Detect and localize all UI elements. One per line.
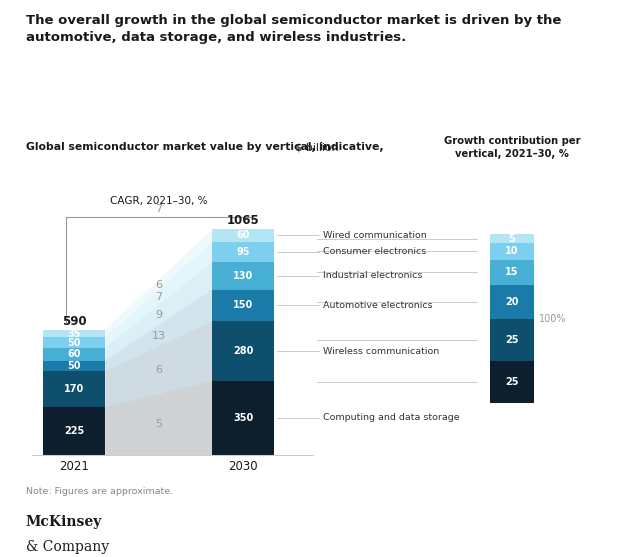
Text: Computing and data storage: Computing and data storage [323,413,460,422]
Text: Industrial electronics: Industrial electronics [323,271,422,280]
Bar [212,229,274,242]
Polygon shape [105,380,212,455]
Text: 60: 60 [67,349,81,359]
Bar [490,234,534,243]
Text: 15: 15 [505,267,519,277]
Text: 9: 9 [155,310,163,320]
Text: 6: 6 [156,280,162,290]
Text: 7: 7 [155,292,163,302]
Text: 5: 5 [156,419,162,429]
Text: Global semiconductor market value by vertical, indicative,: Global semiconductor market value by ver… [26,142,383,152]
Text: 60: 60 [236,231,250,241]
Bar [212,321,274,380]
Text: 100%: 100% [539,314,566,324]
Bar [44,330,105,337]
Text: 35: 35 [67,329,81,339]
Text: 2021: 2021 [60,460,89,473]
Polygon shape [105,242,212,348]
Text: 130: 130 [233,271,253,281]
Bar [490,243,534,260]
Text: 170: 170 [64,384,84,394]
Bar [44,348,105,360]
Text: 10: 10 [505,246,519,256]
Bar [212,380,274,455]
Bar [490,260,534,285]
Polygon shape [105,290,212,371]
Text: & Company: & Company [26,540,109,554]
Text: McKinsey: McKinsey [26,515,102,529]
Polygon shape [105,229,212,337]
Bar [44,360,105,371]
Text: Automotive electronics: Automotive electronics [323,301,433,310]
Text: 25: 25 [505,377,519,387]
Text: 13: 13 [152,331,166,341]
Bar [212,242,274,262]
Text: Consumer electronics: Consumer electronics [323,247,426,256]
Text: 280: 280 [233,346,253,356]
Bar [490,285,534,319]
Text: 5: 5 [509,233,515,243]
Text: 590: 590 [62,315,86,328]
Text: Growth contribution per
vertical, 2021–30, %: Growth contribution per vertical, 2021–3… [444,136,580,159]
Text: CAGR, 2021–30, %: CAGR, 2021–30, % [110,196,207,206]
Bar [44,407,105,455]
Bar [490,319,534,361]
Text: 50: 50 [67,361,81,371]
Text: 150: 150 [233,300,253,310]
Text: Note: Figures are approximate.: Note: Figures are approximate. [26,487,173,496]
Polygon shape [105,321,212,407]
Text: The overall growth in the global semiconductor market is driven by the
automotiv: The overall growth in the global semicon… [26,14,561,44]
Text: $ billion: $ billion [292,142,339,152]
Text: Wired communication: Wired communication [323,231,427,240]
Bar [212,290,274,321]
Bar [212,262,274,290]
Text: 95: 95 [236,247,250,257]
Text: 6: 6 [156,365,162,375]
Text: 225: 225 [64,426,84,436]
Text: 20: 20 [505,297,519,307]
Text: 1065: 1065 [227,214,260,227]
Polygon shape [105,262,212,360]
Bar [44,337,105,348]
Bar [490,361,534,403]
Text: 350: 350 [233,413,253,423]
Text: 7: 7 [155,204,163,214]
Text: Wireless communication: Wireless communication [323,346,440,355]
Text: 50: 50 [67,338,81,348]
Bar [44,371,105,407]
Text: 25: 25 [505,335,519,345]
Text: 2030: 2030 [228,460,258,473]
